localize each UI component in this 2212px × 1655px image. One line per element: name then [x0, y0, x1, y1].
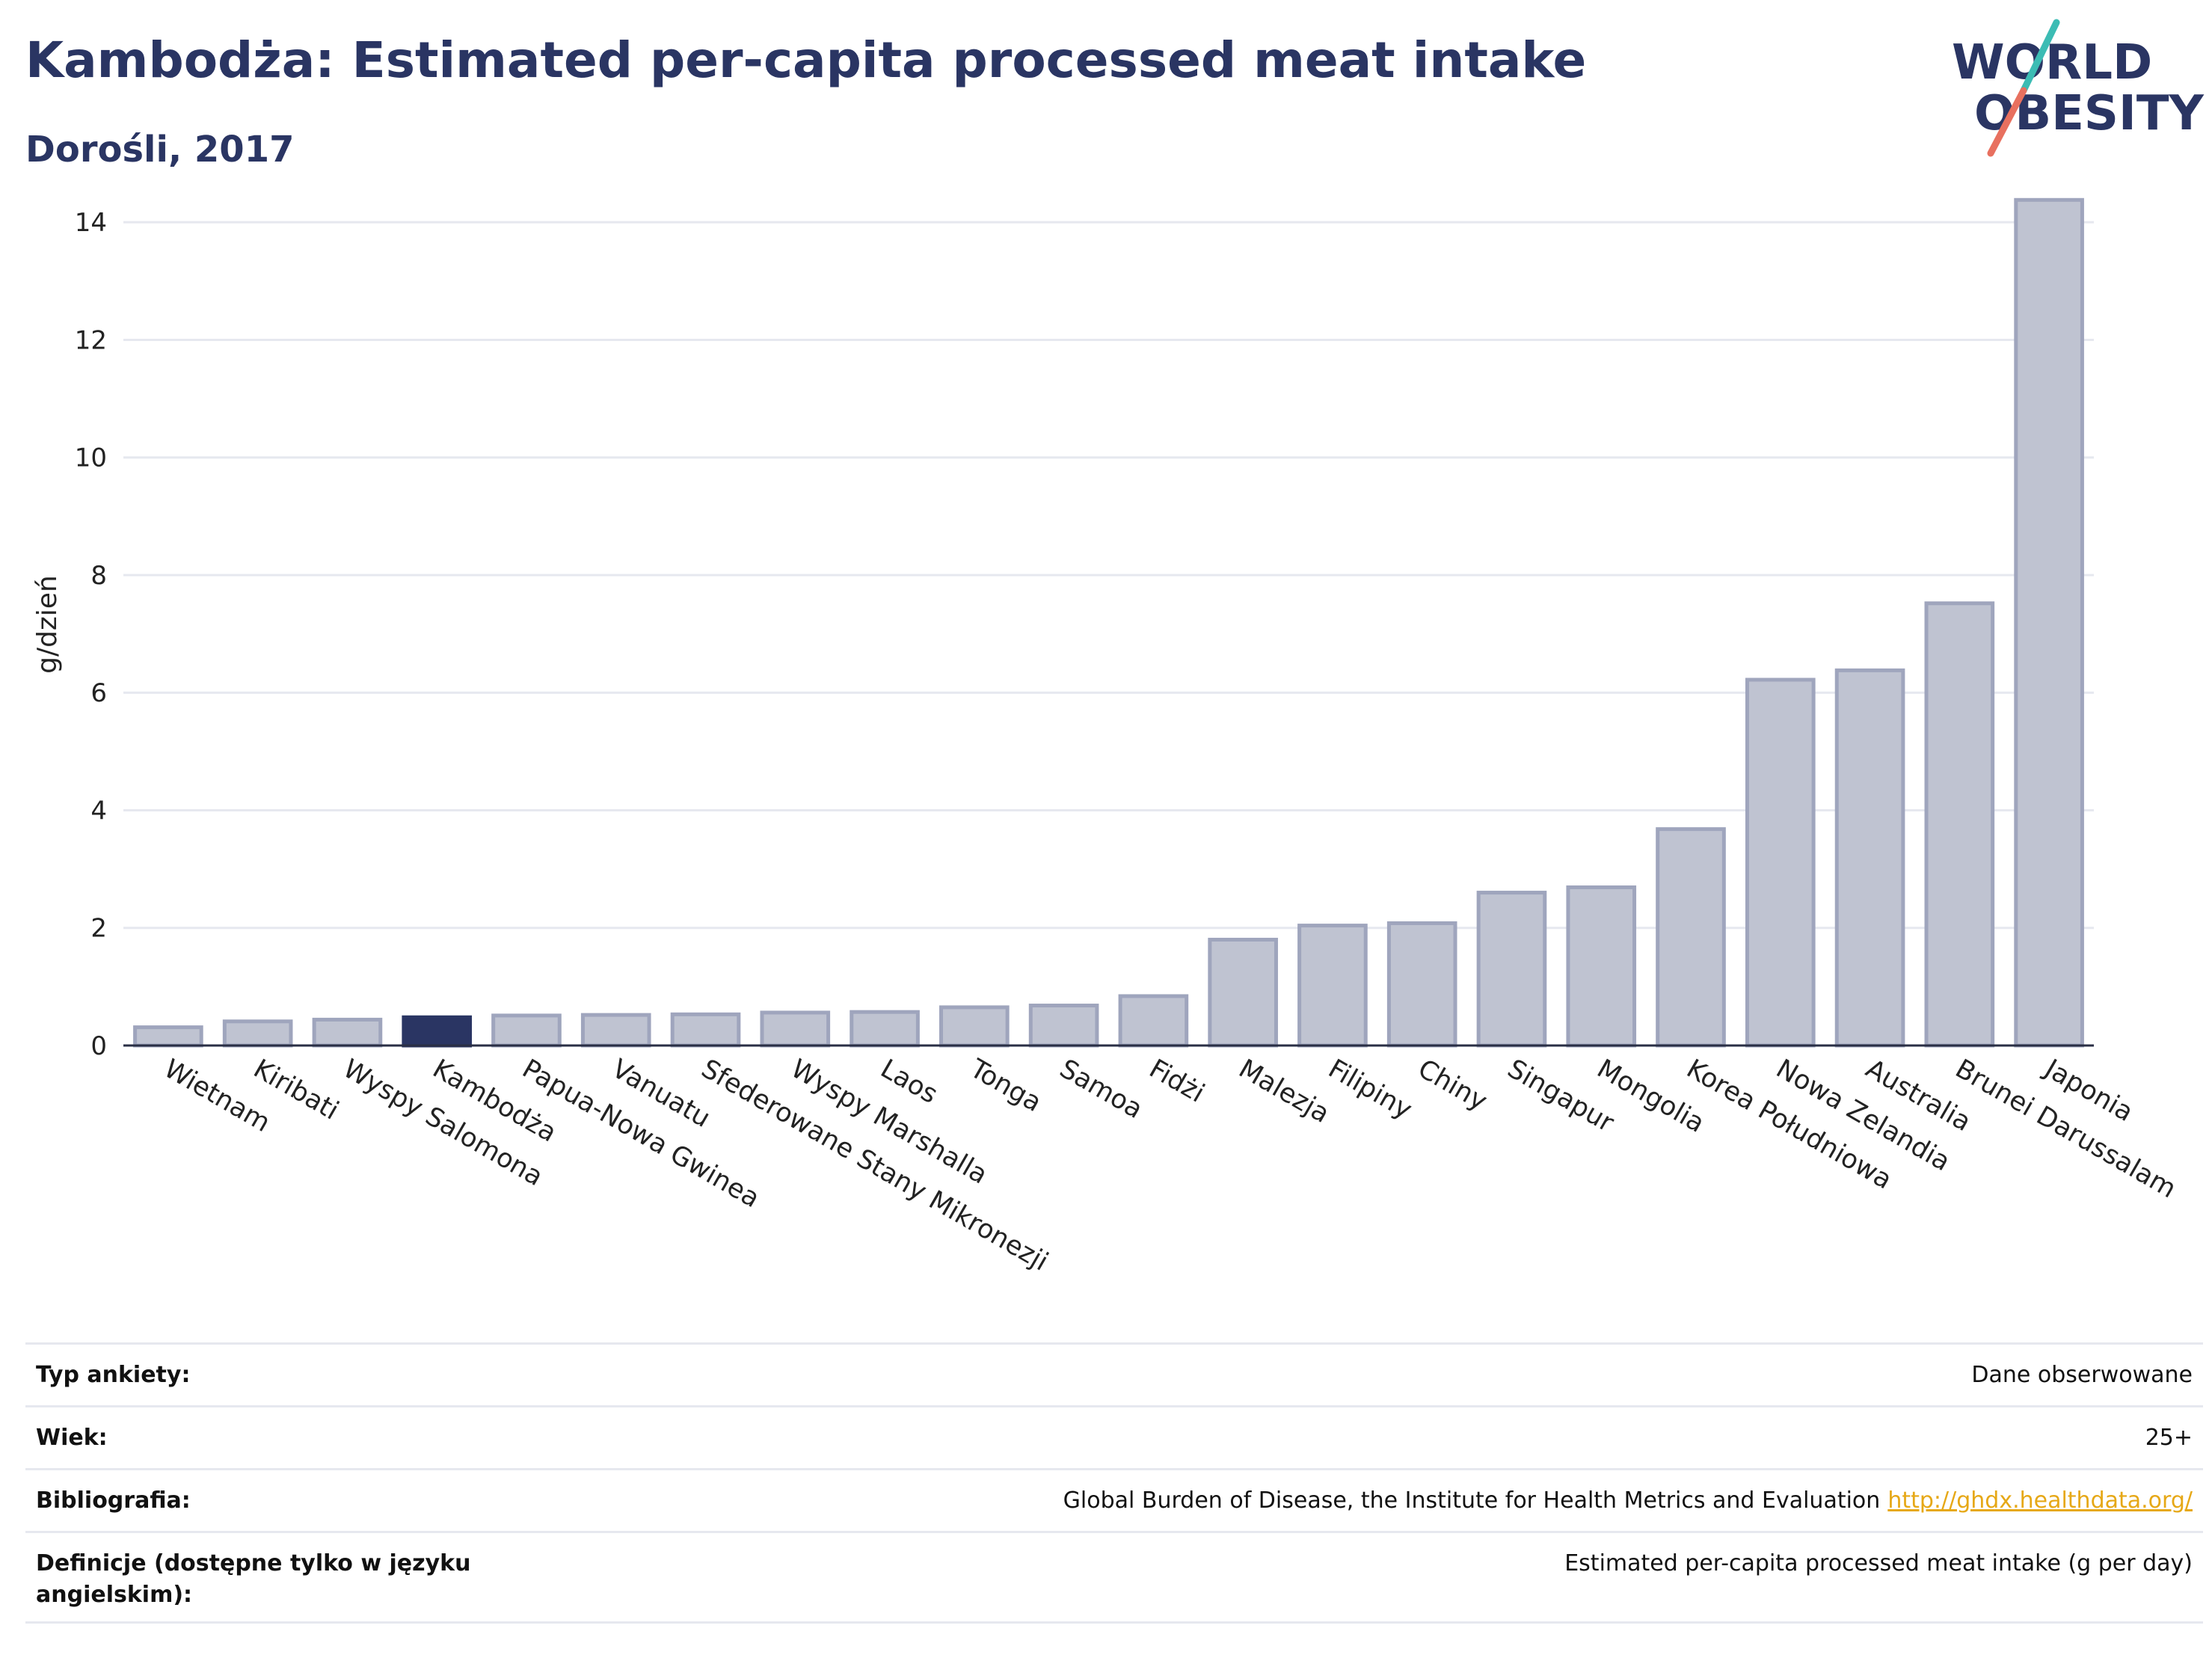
x-tick-label: Tonga — [964, 1054, 1046, 1118]
bar-default — [312, 1017, 383, 1048]
bar-default — [1297, 924, 1368, 1048]
x-tick-label: Malezja — [1234, 1054, 1335, 1129]
bar-default — [939, 1005, 1010, 1048]
info-value: 25+ — [2145, 1425, 2193, 1451]
bar-default — [1745, 678, 1816, 1048]
y-tick-label: 2 — [90, 914, 107, 944]
bar-default — [670, 1012, 741, 1048]
info-value: Global Burden of Disease, the Institute … — [1063, 1485, 2193, 1517]
y-tick-label: 12 — [75, 325, 107, 355]
bar-default — [1566, 885, 1637, 1048]
bar-default — [1476, 891, 1547, 1048]
info-row-definitions: Definicje (dostępne tylko w języku angie… — [25, 1531, 2203, 1624]
bar-default — [1656, 827, 1726, 1048]
y-tick-label: 0 — [90, 1031, 107, 1061]
bar-default — [222, 1019, 293, 1048]
logo-slash-coral — [1987, 87, 2027, 157]
info-key: Typ ankiety: — [36, 1362, 191, 1388]
bar-default — [133, 1025, 203, 1048]
bar-highlight — [402, 1015, 473, 1048]
logo-line-1: WORLD — [1952, 35, 2152, 90]
bar-default — [580, 1013, 651, 1048]
x-tick-label: Chiny — [1413, 1054, 1492, 1117]
info-row-survey-type: Typ ankiety: Dane obserwowane — [25, 1342, 2203, 1405]
bar-default — [760, 1010, 831, 1048]
x-tick-label: Fidżi — [1144, 1054, 1209, 1108]
bar-default — [1924, 601, 1995, 1048]
y-tick-label: 6 — [90, 678, 107, 708]
y-tick-label: 10 — [75, 443, 107, 473]
y-tick-label: 14 — [75, 208, 107, 238]
bars — [133, 197, 2084, 1048]
bar-default — [491, 1013, 562, 1048]
x-tick-label: Samoa — [1054, 1054, 1147, 1125]
info-key: Bibliografia: — [36, 1487, 191, 1514]
axes: 0 2 4 6 8 10 12 14 — [75, 208, 2094, 1061]
x-tick-label: Laos — [876, 1054, 943, 1110]
info-key: Definicje (dostępne tylko w języku angie… — [36, 1550, 471, 1608]
bar-default — [850, 1010, 920, 1048]
info-value: Estimated per-capita processed meat inta… — [1564, 1550, 2193, 1576]
bibliography-link[interactable]: http://ghdx.healthdata.org/ — [1887, 1487, 2193, 1514]
bar-default — [1208, 937, 1278, 1048]
page-subtitle: Dorośli, 2017 — [25, 129, 295, 171]
page-title: Kambodża: Estimated per-capita processed… — [25, 31, 1587, 89]
world-obesity-logo: WORLD OBESITY — [1952, 19, 2204, 157]
bar-default — [1028, 1004, 1099, 1048]
logo-slash-teal — [2020, 19, 2060, 94]
info-row-age: Wiek: 25+ — [25, 1405, 2203, 1468]
y-axis-label: g/dzień — [32, 575, 63, 674]
y-tick-label: 8 — [90, 561, 107, 591]
bar-default — [1834, 668, 1905, 1048]
info-value: Dane obserwowane — [1971, 1362, 2193, 1388]
bar-default — [1386, 921, 1457, 1048]
info-key: Wiek: — [36, 1425, 108, 1451]
y-tick-label: 4 — [90, 796, 107, 826]
bar-default — [1118, 994, 1189, 1048]
info-row-bibliography: Bibliografia: Global Burden of Disease, … — [25, 1468, 2203, 1531]
info-table: Typ ankiety: Dane obserwowane Wiek: 25+ … — [25, 1342, 2203, 1624]
bibliography-text: Global Burden of Disease, the Institute … — [1063, 1487, 1881, 1514]
x-tick-label: Filipiny — [1323, 1054, 1416, 1125]
bar-default — [2014, 197, 2084, 1048]
